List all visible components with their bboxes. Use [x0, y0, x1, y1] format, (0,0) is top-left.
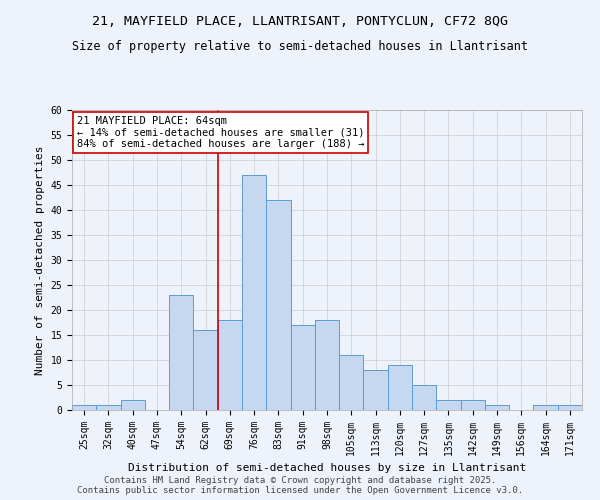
Bar: [96, 405, 121, 410]
Bar: [315, 320, 339, 410]
Text: 21, MAYFIELD PLACE, LLANTRISANT, PONTYCLUN, CF72 8QG: 21, MAYFIELD PLACE, LLANTRISANT, PONTYCL…: [92, 15, 508, 28]
Bar: [339, 355, 364, 410]
Bar: [169, 295, 193, 410]
Bar: [533, 405, 558, 410]
Bar: [485, 405, 509, 410]
Bar: [412, 385, 436, 410]
Bar: [193, 330, 218, 410]
Bar: [72, 405, 96, 410]
Text: 21 MAYFIELD PLACE: 64sqm
← 14% of semi-detached houses are smaller (31)
84% of s: 21 MAYFIELD PLACE: 64sqm ← 14% of semi-d…: [77, 116, 365, 149]
Bar: [461, 400, 485, 410]
Bar: [242, 175, 266, 410]
Text: Contains HM Land Registry data © Crown copyright and database right 2025.
Contai: Contains HM Land Registry data © Crown c…: [77, 476, 523, 495]
Bar: [266, 200, 290, 410]
Bar: [290, 325, 315, 410]
Bar: [121, 400, 145, 410]
Y-axis label: Number of semi-detached properties: Number of semi-detached properties: [35, 145, 45, 375]
Bar: [558, 405, 582, 410]
X-axis label: Distribution of semi-detached houses by size in Llantrisant: Distribution of semi-detached houses by …: [128, 464, 526, 473]
Bar: [388, 365, 412, 410]
Text: Size of property relative to semi-detached houses in Llantrisant: Size of property relative to semi-detach…: [72, 40, 528, 53]
Bar: [436, 400, 461, 410]
Bar: [364, 370, 388, 410]
Bar: [218, 320, 242, 410]
